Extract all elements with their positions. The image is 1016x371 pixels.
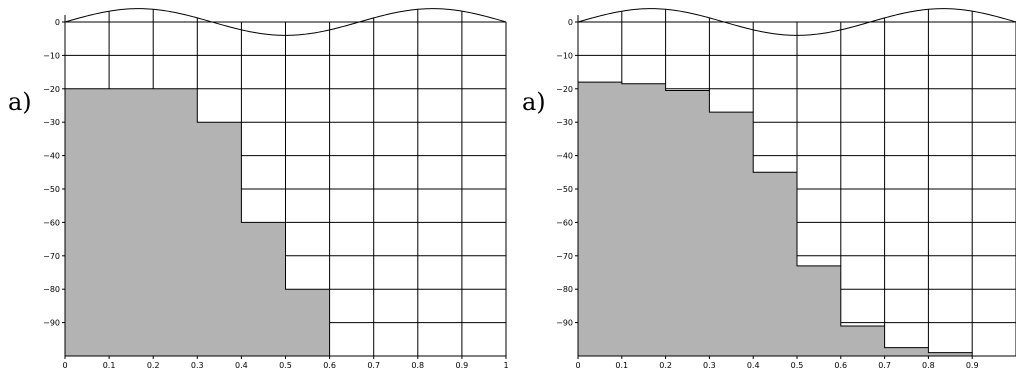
y-tick-label: −10 xyxy=(556,51,573,60)
y-tick-label: −80 xyxy=(43,285,60,294)
x-tick-label: 0.7 xyxy=(367,361,380,370)
y-tick-label: −40 xyxy=(43,152,60,161)
y-tick-label: 0 xyxy=(55,18,60,27)
x-tick-label: 0.2 xyxy=(147,361,160,370)
y-tick-label: −60 xyxy=(43,218,60,227)
x-tick-label: 0.7 xyxy=(878,361,891,370)
y-tick-label: −90 xyxy=(556,319,573,328)
x-tick-label: 0.5 xyxy=(279,361,292,370)
surface-wave xyxy=(577,8,1016,36)
x-tick-label: 0.4 xyxy=(235,361,248,370)
y-tick-label: −70 xyxy=(556,252,573,261)
x-tick-label: 0.2 xyxy=(659,361,672,370)
x-tick-label: 0.8 xyxy=(411,361,424,370)
y-tick-label: −70 xyxy=(43,252,60,261)
y-tick-label: −80 xyxy=(556,285,573,294)
x-tick-label: 0.3 xyxy=(703,361,716,370)
x-tick-label: 0.9 xyxy=(966,361,979,370)
panel-label: a) xyxy=(8,88,32,116)
x-tick-label: 0 xyxy=(575,361,580,370)
x-tick-label: 0 xyxy=(62,361,67,370)
shaded-region xyxy=(577,81,1016,357)
x-tick-label: 0.6 xyxy=(323,361,336,370)
y-tick-label: −60 xyxy=(556,218,573,227)
y-tick-label: −20 xyxy=(556,85,573,94)
x-tick-label: 1 xyxy=(503,361,508,370)
x-tick-label: 0.5 xyxy=(791,361,804,370)
panel-right: 0 −10 −20 −30 −40 −50 −60 −70 −80 −90 0 0.1 0.2 0.3 0.… xyxy=(522,8,1016,370)
y-tick-label: −30 xyxy=(43,118,60,127)
panel-label: a) xyxy=(522,88,546,116)
x-tick-label: 0.6 xyxy=(834,361,847,370)
y-tick-label: −30 xyxy=(556,118,573,127)
y-tick-label: −90 xyxy=(43,319,60,328)
y-tick-label: −40 xyxy=(556,152,573,161)
y-tick-label: 0 xyxy=(568,18,573,27)
x-tick-label: 0.9 xyxy=(456,361,469,370)
x-tick-label: 0.1 xyxy=(615,361,628,370)
y-tick-label: −20 xyxy=(43,85,60,94)
x-tick-label: 0.8 xyxy=(922,361,935,370)
y-tick-label: −50 xyxy=(43,185,60,194)
panel-left: 0 −10 −20 −30 −40 −50 −60 −70 −80 −90 0 0.1 0.2 0.3 0.… xyxy=(8,8,509,370)
y-tick-label: −10 xyxy=(43,51,60,60)
x-tick-label: 0.3 xyxy=(191,361,204,370)
x-tick-label: 0.1 xyxy=(103,361,116,370)
y-tick-label: −50 xyxy=(556,185,573,194)
surface-wave xyxy=(64,8,507,36)
x-tick-label: 0.4 xyxy=(747,361,760,370)
